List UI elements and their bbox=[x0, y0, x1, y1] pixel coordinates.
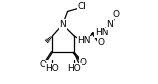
Text: O: O bbox=[40, 60, 47, 69]
Text: Cl: Cl bbox=[77, 2, 86, 11]
Text: HO: HO bbox=[67, 64, 81, 73]
Text: N: N bbox=[59, 20, 66, 29]
Text: N: N bbox=[106, 20, 113, 29]
Text: O: O bbox=[80, 58, 87, 67]
Text: O: O bbox=[112, 10, 119, 19]
Text: O: O bbox=[97, 38, 104, 47]
Text: HN: HN bbox=[95, 28, 108, 37]
Text: HO: HO bbox=[46, 64, 59, 73]
Text: HN: HN bbox=[78, 36, 91, 45]
